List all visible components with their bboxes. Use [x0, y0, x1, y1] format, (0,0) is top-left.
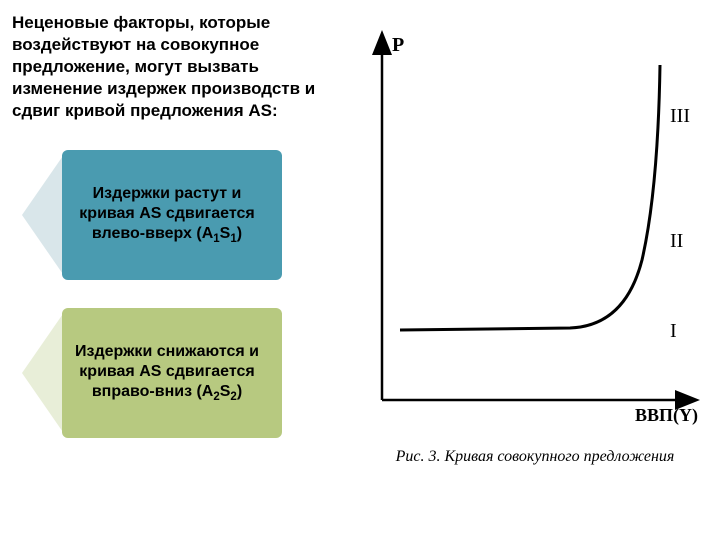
arrow-block-1: Издержки растут и кривая AS сдвигается в… [22, 150, 282, 280]
chart-svg [360, 20, 700, 440]
arrow-text-2: Издержки снижаются и кривая AS сдвигаетс… [22, 342, 282, 405]
as-curve-chart: P ВВП(Y) III II I [360, 20, 700, 440]
arrow-text-1: Издержки растут и кривая AS сдвигается в… [22, 184, 282, 247]
segment-label-2: II [670, 230, 683, 253]
y-axis-label: P [392, 34, 404, 57]
segment-label-3: III [670, 105, 690, 128]
segment-label-1: I [670, 320, 677, 343]
arrow-block-2: Издержки снижаются и кривая AS сдвигаетс… [22, 308, 282, 438]
heading-text: Неценовые факторы, которые воздействуют … [12, 12, 342, 122]
x-axis-label: ВВП(Y) [635, 405, 698, 426]
as-curve [400, 65, 660, 330]
chart-caption: Рис. 3. Кривая совокупного предложения [360, 448, 710, 466]
